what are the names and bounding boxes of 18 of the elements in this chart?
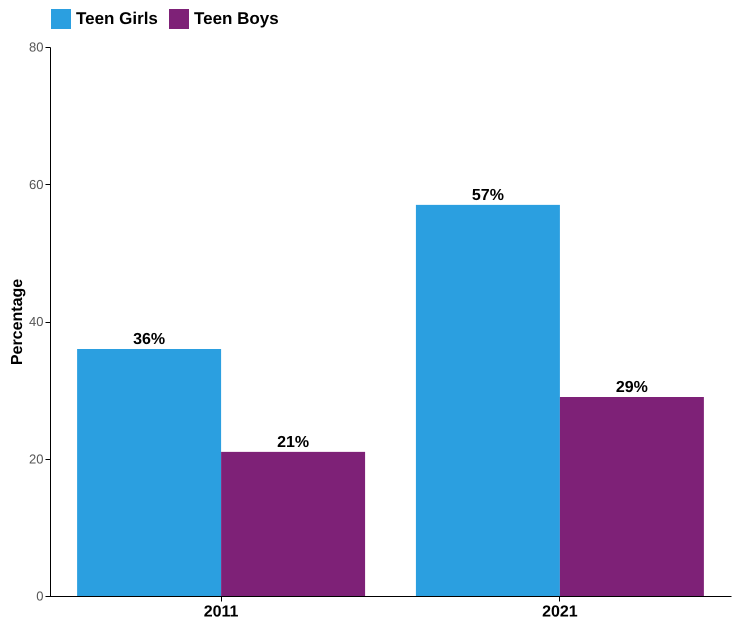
bar — [560, 396, 704, 596]
y-tick-label: 40 — [29, 314, 44, 329]
y-tick-label: 0 — [36, 588, 44, 604]
legend-label: Teen Girls — [76, 9, 158, 28]
y-tick-label: 60 — [29, 176, 44, 192]
y-tick-label: 20 — [29, 451, 44, 466]
y-tick-label: 80 — [29, 40, 44, 54]
data-label: 21% — [277, 434, 310, 451]
bar — [416, 204, 560, 596]
data-label: 36% — [133, 330, 166, 348]
bar — [221, 452, 366, 596]
x-tick-label: 2021 — [542, 604, 578, 620]
x-tick-label: 2011 — [204, 604, 239, 620]
bar — [77, 348, 222, 596]
data-label: 57% — [472, 186, 504, 204]
y-axis-title: Percentage — [9, 278, 26, 366]
data-label: 29% — [616, 378, 648, 396]
legend-label: Teen Boys — [194, 9, 279, 28]
